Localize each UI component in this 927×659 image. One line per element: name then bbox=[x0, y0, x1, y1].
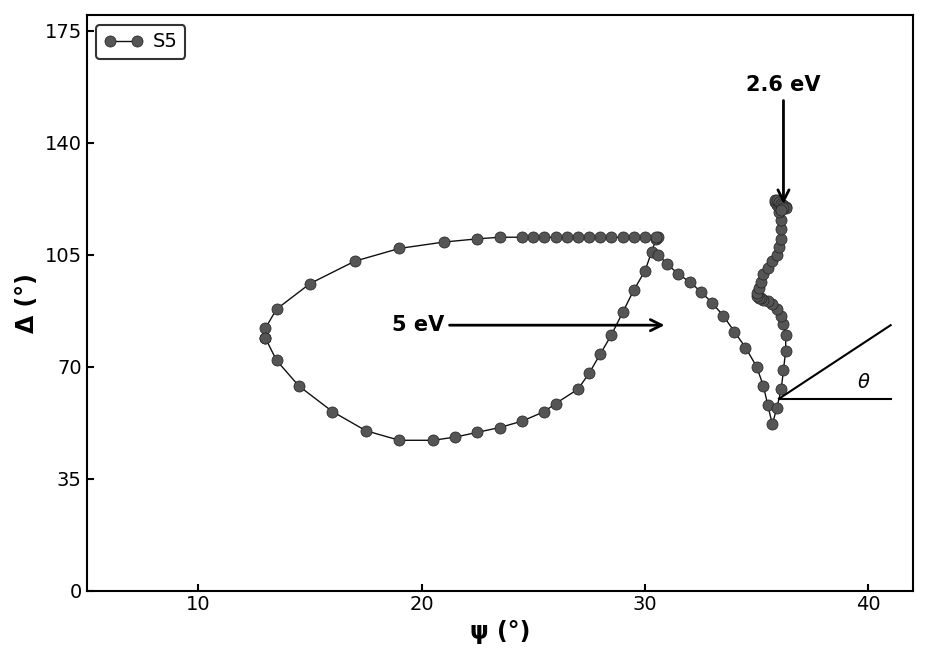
Legend: S5: S5 bbox=[96, 25, 185, 59]
S5 bbox=[616, 308, 628, 316]
S5 bbox=[539, 407, 550, 415]
S5 bbox=[639, 267, 650, 275]
S5 bbox=[539, 233, 550, 241]
S5 bbox=[260, 334, 271, 342]
S5 bbox=[561, 233, 572, 241]
S5 bbox=[652, 233, 663, 241]
S5 bbox=[583, 369, 594, 377]
S5 bbox=[650, 233, 661, 241]
S5 bbox=[472, 428, 483, 436]
S5 bbox=[393, 244, 404, 252]
S5 bbox=[260, 334, 271, 342]
Text: $\theta$: $\theta$ bbox=[857, 374, 870, 392]
Text: 2.6 eV: 2.6 eV bbox=[745, 75, 819, 201]
S5 bbox=[639, 233, 650, 241]
S5 bbox=[494, 424, 505, 432]
S5 bbox=[572, 233, 583, 241]
S5 bbox=[516, 233, 527, 241]
Y-axis label: Δ (°): Δ (°) bbox=[15, 273, 39, 333]
S5 bbox=[628, 286, 639, 294]
S5 bbox=[472, 235, 483, 243]
S5 bbox=[583, 233, 594, 241]
S5 bbox=[494, 233, 505, 241]
S5 bbox=[605, 233, 616, 241]
S5 bbox=[516, 417, 527, 425]
S5 bbox=[594, 350, 605, 358]
S5 bbox=[260, 324, 271, 332]
Text: 5 eV: 5 eV bbox=[391, 315, 661, 335]
S5 bbox=[326, 407, 337, 415]
Line: S5: S5 bbox=[260, 232, 663, 446]
S5 bbox=[645, 248, 656, 256]
S5 bbox=[628, 233, 639, 241]
X-axis label: ψ (°): ψ (°) bbox=[469, 620, 529, 644]
S5 bbox=[271, 305, 282, 313]
S5 bbox=[349, 257, 360, 265]
S5 bbox=[360, 427, 371, 435]
S5 bbox=[304, 279, 315, 287]
S5 bbox=[271, 357, 282, 364]
S5 bbox=[527, 233, 539, 241]
S5 bbox=[293, 382, 304, 390]
S5 bbox=[438, 238, 449, 246]
S5 bbox=[550, 399, 561, 407]
S5 bbox=[605, 331, 616, 339]
S5 bbox=[426, 436, 438, 444]
S5 bbox=[393, 436, 404, 444]
S5 bbox=[572, 385, 583, 393]
S5 bbox=[449, 433, 460, 441]
S5 bbox=[616, 233, 628, 241]
S5 bbox=[594, 233, 605, 241]
S5 bbox=[550, 233, 561, 241]
S5 bbox=[650, 235, 661, 243]
